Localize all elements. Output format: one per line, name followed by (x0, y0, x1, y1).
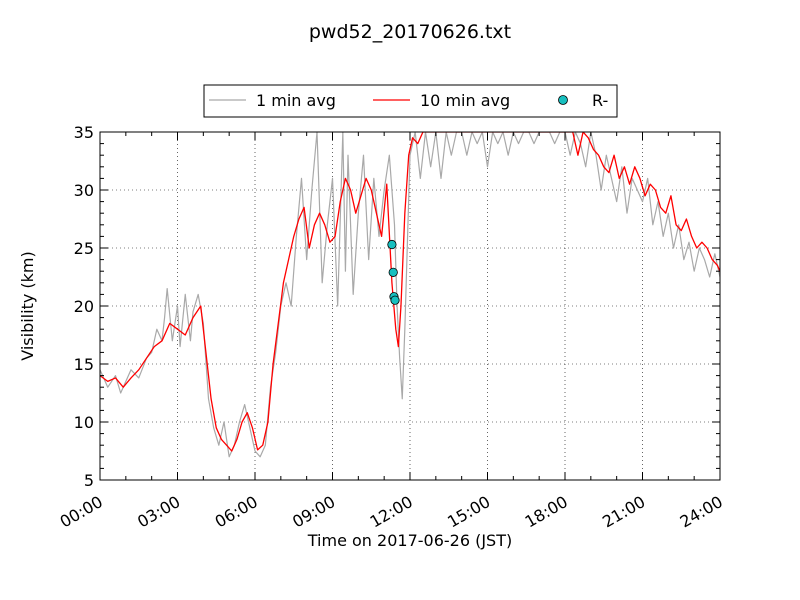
rain-marker-point (390, 295, 400, 305)
y-tick-label: 15 (74, 355, 94, 374)
y-tick-label: 30 (74, 181, 94, 200)
legend-label-rain: R- (592, 91, 608, 110)
y-tick-label: 5 (84, 471, 94, 490)
rain-marker-point (387, 239, 397, 250)
plot-frame (99, 131, 721, 481)
grid-lines (100, 132, 720, 480)
legend: 1 min avg 10 min avg R- (203, 84, 618, 118)
series-group (100, 132, 720, 458)
y-tick-label: 35 (74, 123, 94, 142)
x-axis-label: Time on 2017-06-26 (JST) (307, 531, 512, 550)
y-tick-label: 10 (74, 413, 94, 432)
series-layer (100, 132, 720, 458)
series-line-10min-avg (100, 132, 720, 452)
legend-box (203, 84, 618, 118)
y-axis-label: Visibility (km) (18, 251, 37, 360)
rain-marker-point (388, 267, 398, 277)
chart-title: pwd52_20170626.txt (309, 21, 511, 43)
y-tick-labels: 5 10 15 20 25 30 35 (74, 123, 94, 490)
series-line-1min-avg (100, 132, 720, 458)
y-tick-label: 20 (74, 297, 94, 316)
legend-label-10min: 10 min avg (420, 91, 510, 110)
legend-label-1min: 1 min avg (256, 91, 336, 110)
legend-swatch-rain-marker (558, 95, 568, 105)
y-tick-label: 25 (74, 239, 94, 258)
